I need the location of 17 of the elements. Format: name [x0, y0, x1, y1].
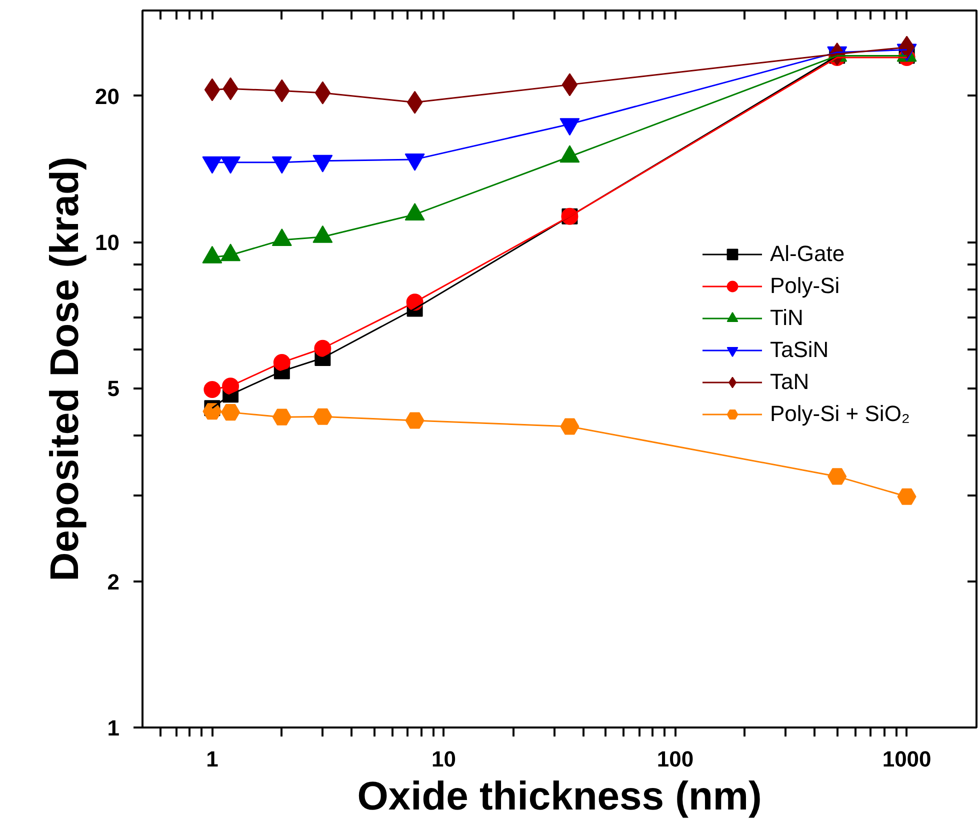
y-tick-label: 5 — [107, 376, 120, 402]
legend-label: TaSiN — [770, 337, 829, 363]
x-tick-label: 1000 — [882, 746, 932, 772]
y-tick-label: 2 — [107, 569, 120, 594]
y-axis-title: Deposited Dose (krad) — [43, 156, 88, 582]
x-axis-title: Oxide thickness (nm) — [357, 774, 762, 818]
legend-label: Poly-Si + SiO₂ — [770, 401, 910, 427]
legend-label: TiN — [770, 305, 804, 331]
x-tick-label: 1 — [206, 746, 218, 772]
x-tick-label: 100 — [656, 746, 694, 772]
legend-label: Al-Gate — [770, 241, 845, 267]
y-tick-label: 10 — [95, 230, 120, 256]
y-tick-label: 1 — [107, 716, 120, 740]
y-tick-label: 20 — [95, 84, 120, 109]
legend-label: TaN — [770, 369, 810, 395]
x-tick-label: 10 — [432, 746, 456, 772]
legend-label: Poly-Si — [770, 273, 840, 299]
